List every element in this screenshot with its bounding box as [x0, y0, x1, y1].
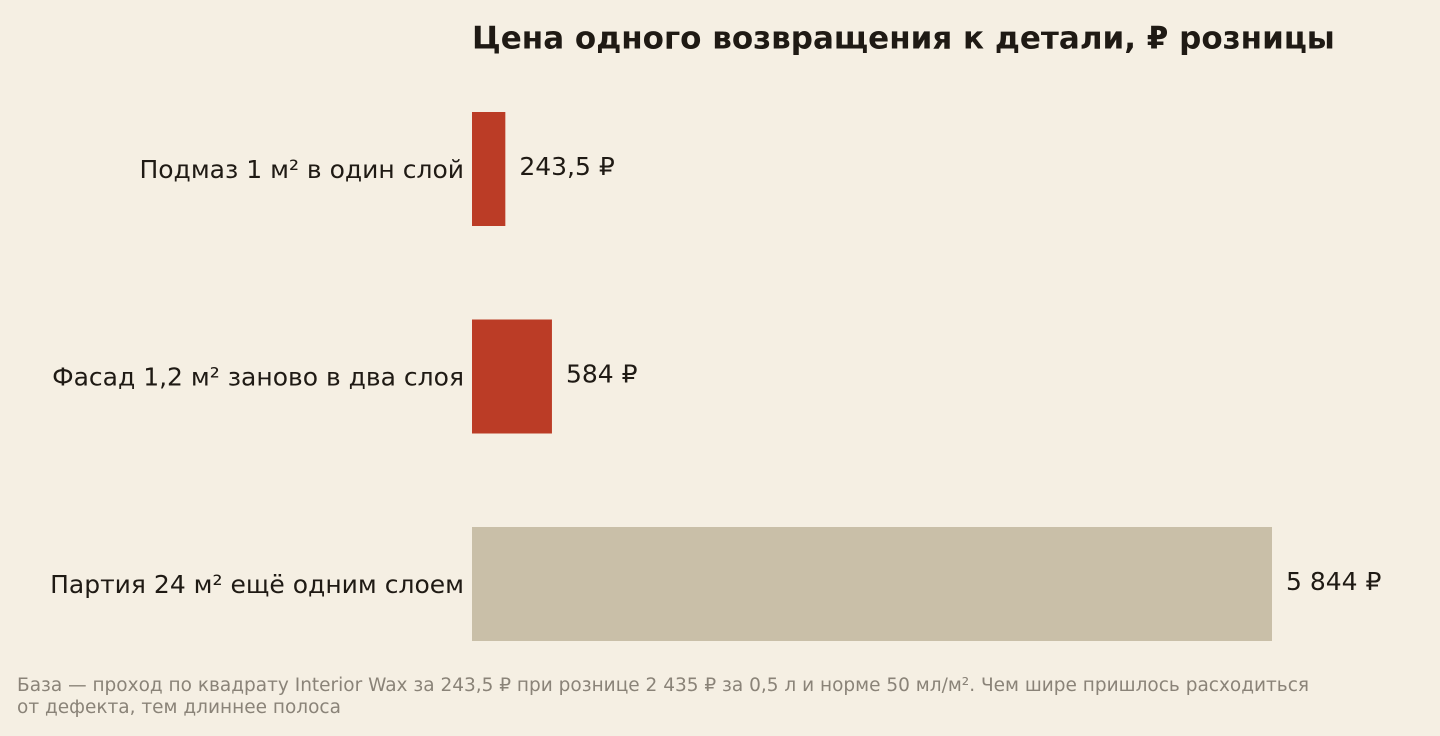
footnote: от дефекта, тем длиннее полоса: [17, 697, 341, 718]
y-tick-label: Партия 24 м² ещё одним слоем: [50, 570, 464, 599]
bar: [472, 527, 1272, 641]
y-tick-label: Подмаз 1 м² в один слой: [139, 155, 464, 184]
bar: [472, 319, 552, 434]
value-label: 243,5 ₽: [519, 152, 615, 181]
bar: [472, 112, 506, 226]
y-tick-label: Фасад 1,2 м² заново в два слоя: [52, 363, 464, 392]
value-label: 5 844 ₽: [1286, 567, 1382, 596]
chart-title: Цена одного возвращения к детали, ₽ розн…: [472, 21, 1335, 57]
footnote: База — проход по квадрату Interior Wax з…: [17, 675, 1309, 696]
value-label: 584 ₽: [566, 360, 638, 389]
